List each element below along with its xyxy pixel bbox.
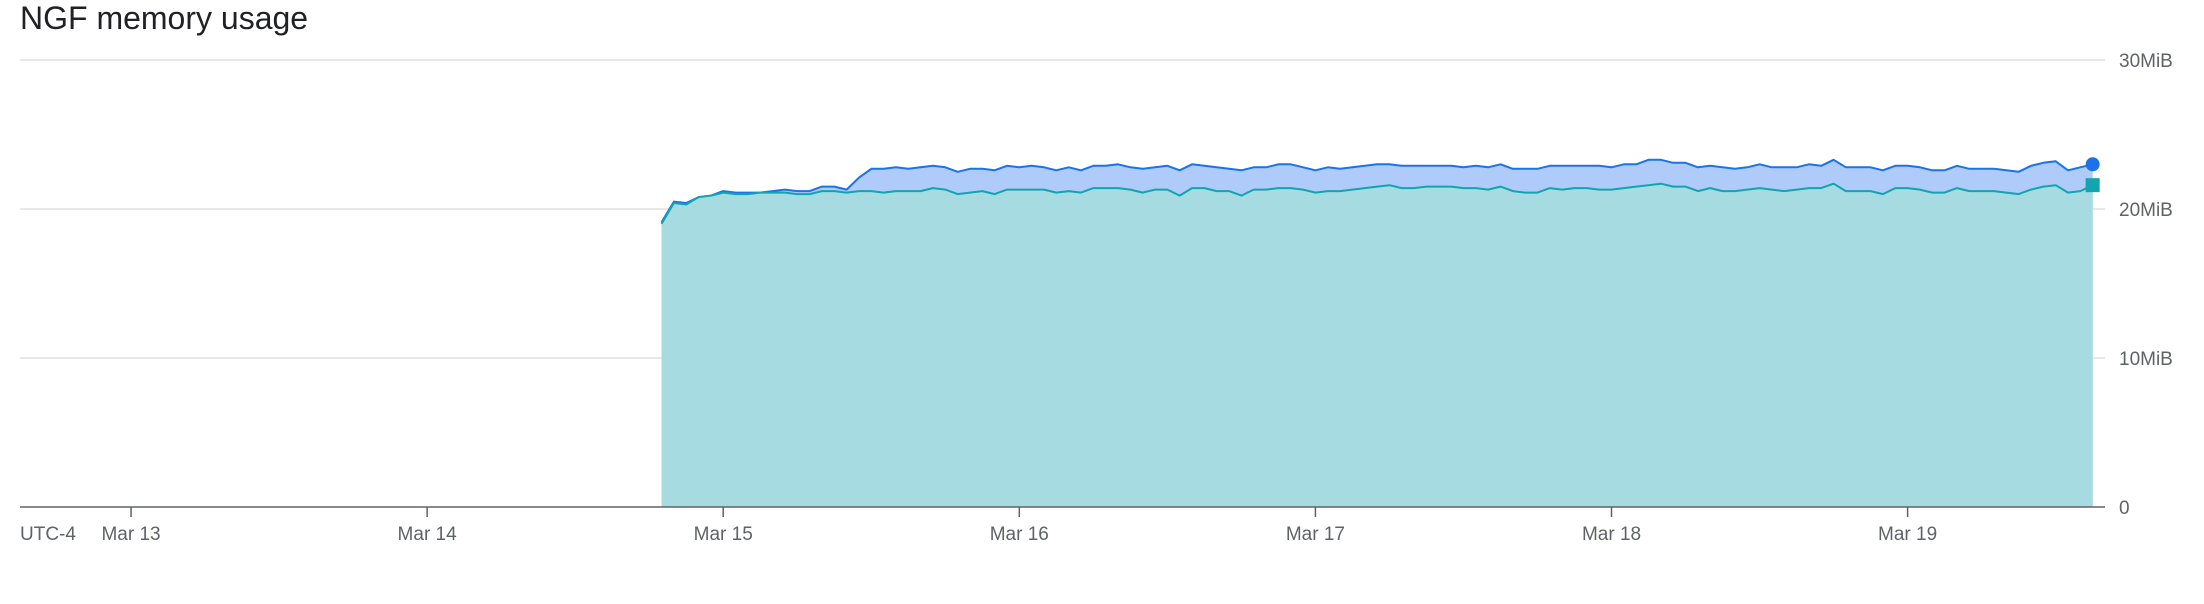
series-1-end-marker xyxy=(2085,157,2100,172)
timezone-label: UTC-4 xyxy=(20,524,76,545)
x-tick-label: Mar 17 xyxy=(1286,524,1345,545)
x-axis: UTC-4 xyxy=(20,506,2105,545)
x-tick-label: Mar 19 xyxy=(1878,524,1937,545)
y-tick-label: 0 xyxy=(2119,498,2130,519)
y-tick-label: 10MiB xyxy=(2119,349,2173,370)
y-axis-ticks: 0 10MiB 20MiB 30MiB xyxy=(2119,51,2173,519)
x-tick-label: Mar 15 xyxy=(694,524,753,545)
series-2-area xyxy=(661,183,2093,507)
chart-title: NGF memory usage xyxy=(20,0,309,36)
x-tick-label: Mar 18 xyxy=(1582,524,1641,545)
x-axis-ticks: Mar 13 Mar 14 Mar 15 Mar 16 Mar 17 Mar 18 Mar … xyxy=(101,507,1937,545)
series-2-line xyxy=(660,182,2094,225)
series-2-end-marker xyxy=(2085,178,2100,193)
series-1-line xyxy=(660,158,2093,223)
x-tick-label: Mar 16 xyxy=(990,524,1049,545)
x-tick-label: Mar 13 xyxy=(101,524,160,545)
y-tick-label: 20MiB xyxy=(2119,200,2173,221)
series-areas xyxy=(660,158,2094,508)
x-tick-label: Mar 14 xyxy=(398,524,458,545)
series-end-markers xyxy=(2085,157,2100,193)
y-tick-label: 30MiB xyxy=(2119,51,2173,72)
